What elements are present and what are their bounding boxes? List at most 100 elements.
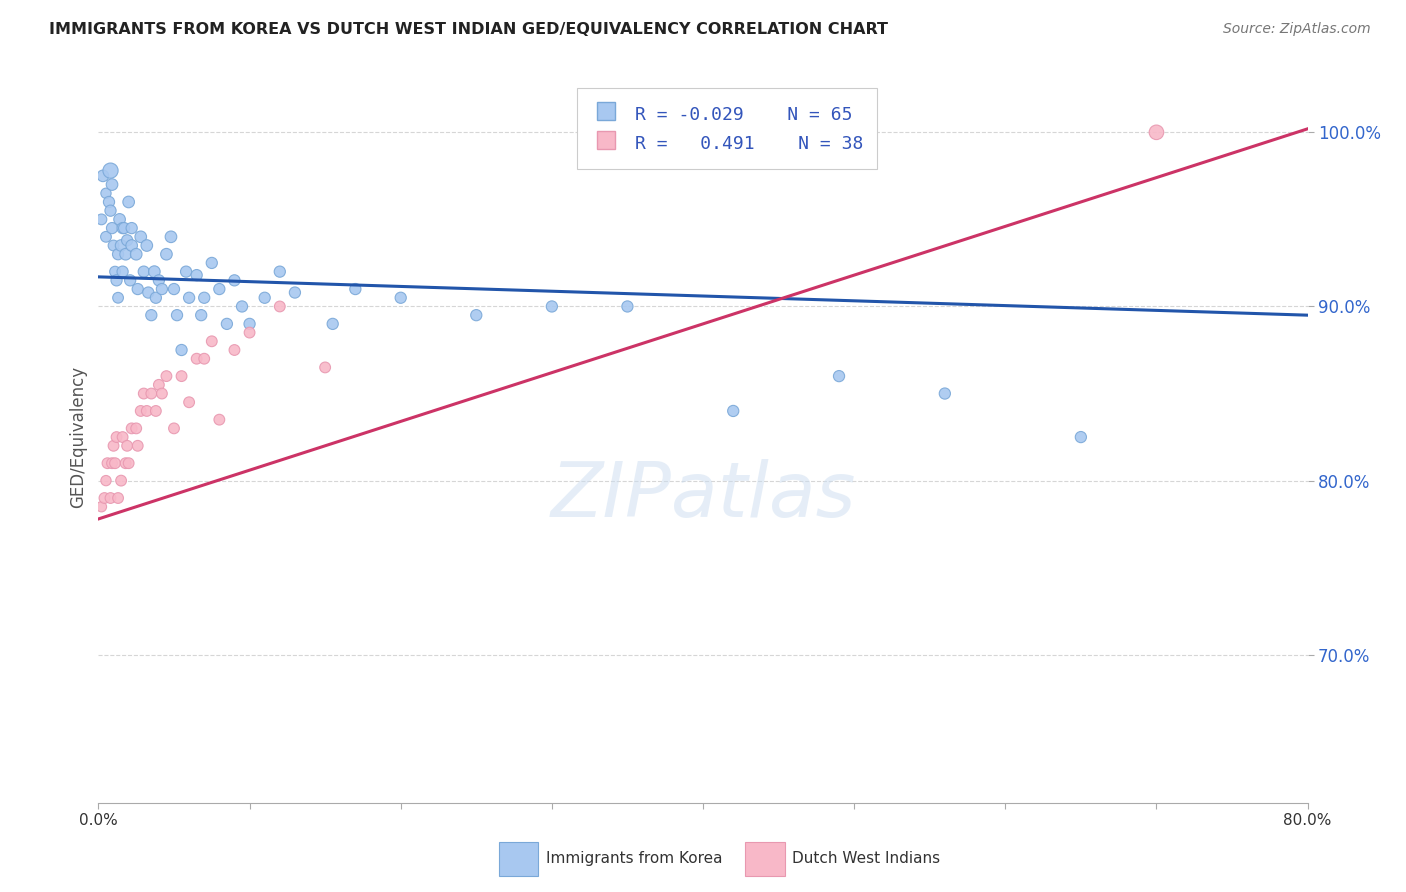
- Point: [91, 169, 114, 183]
- Point: [186, 351, 208, 366]
- Point: [125, 421, 148, 435]
- Point: [1070, 430, 1092, 444]
- Point: [103, 238, 125, 252]
- Point: [129, 404, 152, 418]
- Point: [190, 308, 212, 322]
- Point: [231, 300, 253, 314]
- Point: [107, 247, 129, 261]
- Point: [90, 500, 112, 514]
- Point: [465, 308, 488, 322]
- Point: [90, 212, 112, 227]
- Point: [934, 386, 956, 401]
- Point: [107, 291, 129, 305]
- Point: [148, 273, 170, 287]
- Point: [112, 221, 135, 235]
- Point: [110, 474, 132, 488]
- Point: [193, 291, 215, 305]
- Point: [121, 238, 143, 252]
- Point: [132, 265, 155, 279]
- Point: [215, 317, 238, 331]
- Point: [96, 456, 118, 470]
- Point: [163, 421, 186, 435]
- Y-axis label: GED/Equivalency: GED/Equivalency: [69, 366, 87, 508]
- Point: [105, 430, 128, 444]
- Point: [98, 194, 121, 209]
- Point: [108, 212, 131, 227]
- Point: [111, 221, 134, 235]
- Point: [155, 369, 177, 384]
- Point: [269, 265, 291, 279]
- Point: [120, 273, 142, 287]
- Point: [104, 456, 127, 470]
- Point: [150, 386, 173, 401]
- Point: [208, 282, 231, 296]
- Point: [616, 300, 638, 314]
- Point: [201, 256, 224, 270]
- Point: [101, 456, 124, 470]
- Legend: R = -0.029    N = 65, R =   0.491    N = 38: R = -0.029 N = 65, R = 0.491 N = 38: [576, 87, 877, 169]
- Point: [314, 360, 336, 375]
- Point: [179, 395, 201, 409]
- Point: [103, 439, 125, 453]
- Point: [201, 334, 224, 349]
- Point: [179, 291, 201, 305]
- Point: [105, 273, 128, 287]
- Point: [121, 421, 143, 435]
- Point: [94, 229, 117, 244]
- Point: [163, 282, 186, 296]
- Point: [239, 326, 262, 340]
- Point: [125, 247, 148, 261]
- Point: [135, 404, 157, 418]
- Point: [100, 491, 122, 505]
- Point: [170, 369, 193, 384]
- Point: [100, 163, 122, 178]
- Point: [93, 491, 115, 505]
- Point: [127, 282, 149, 296]
- Point: [118, 194, 141, 209]
- Point: [111, 430, 134, 444]
- Point: [239, 317, 262, 331]
- Text: IMMIGRANTS FROM KOREA VS DUTCH WEST INDIAN GED/EQUIVALENCY CORRELATION CHART: IMMIGRANTS FROM KOREA VS DUTCH WEST INDI…: [49, 22, 889, 37]
- Point: [1144, 125, 1167, 139]
- Point: [540, 300, 562, 314]
- Point: [114, 247, 136, 261]
- Point: [104, 265, 127, 279]
- Point: [143, 265, 166, 279]
- Point: [269, 300, 291, 314]
- Point: [132, 386, 155, 401]
- Point: [155, 247, 177, 261]
- Point: [160, 229, 183, 244]
- Point: [224, 273, 246, 287]
- Point: [94, 186, 117, 201]
- Point: [121, 221, 143, 235]
- Point: [174, 265, 197, 279]
- Point: [322, 317, 344, 331]
- Point: [101, 178, 124, 192]
- Point: [166, 308, 188, 322]
- Point: [208, 412, 231, 426]
- Point: [115, 233, 138, 247]
- Point: [723, 404, 745, 418]
- Point: [110, 238, 132, 252]
- Point: [253, 291, 276, 305]
- Point: [170, 343, 193, 357]
- Text: Dutch West Indians: Dutch West Indians: [792, 852, 939, 866]
- Point: [141, 386, 163, 401]
- Point: [114, 456, 136, 470]
- Point: [344, 282, 367, 296]
- Text: Immigrants from Korea: Immigrants from Korea: [546, 852, 723, 866]
- Text: Source: ZipAtlas.com: Source: ZipAtlas.com: [1223, 22, 1371, 37]
- Point: [111, 265, 134, 279]
- Point: [135, 238, 157, 252]
- Point: [389, 291, 412, 305]
- Point: [150, 282, 173, 296]
- Point: [127, 439, 149, 453]
- Point: [136, 285, 159, 300]
- Point: [145, 291, 167, 305]
- Point: [100, 203, 122, 218]
- Point: [129, 229, 152, 244]
- Point: [224, 343, 246, 357]
- Point: [186, 268, 208, 282]
- Point: [141, 308, 163, 322]
- Text: ZIPatlas: ZIPatlas: [550, 458, 856, 533]
